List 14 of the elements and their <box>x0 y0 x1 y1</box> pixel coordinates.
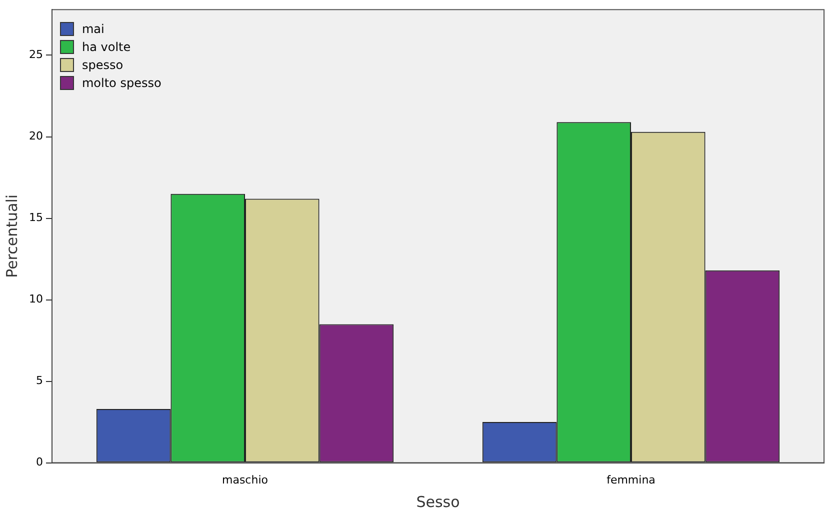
x-tick-label: maschio <box>222 473 268 486</box>
y-tick-label: 10 <box>28 292 43 306</box>
legend-label: spesso <box>82 58 124 72</box>
legend-label: mai <box>82 22 104 36</box>
legend-label: molto spesso <box>82 76 162 90</box>
y-tick-label: 20 <box>28 130 43 143</box>
y-tick-label: 25 <box>28 48 43 62</box>
y-tick-label: 15 <box>28 211 43 224</box>
x-axis-title: Sesso <box>416 492 460 511</box>
legend-label: ha volte <box>82 40 131 54</box>
y-axis-title: Percentuali <box>2 194 21 278</box>
y-tick-label: 0 <box>36 456 43 469</box>
x-tick-label: femmina <box>606 473 656 486</box>
y-tick-label: 5 <box>36 374 43 388</box>
